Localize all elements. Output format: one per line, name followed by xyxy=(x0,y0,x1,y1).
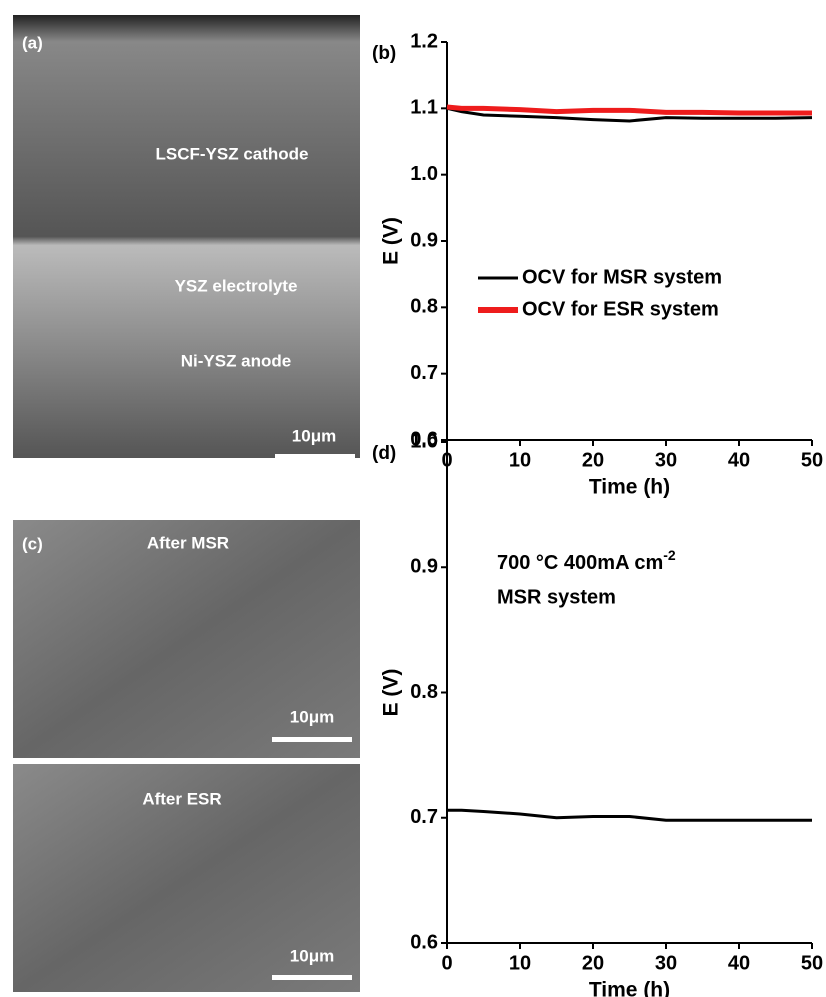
layer-label: LSCF-YSZ cathode xyxy=(155,144,308,163)
y-tick-label: 1.2 xyxy=(410,30,438,52)
panel-label: (c) xyxy=(22,534,43,553)
y-axis-title: E (V) xyxy=(380,669,403,717)
annotation-sup: -2 xyxy=(663,547,676,563)
y-tick-label: 0.7 xyxy=(410,362,438,384)
x-tick-label: 40 xyxy=(728,952,750,974)
x-tick-label: 30 xyxy=(655,952,677,974)
y-tick-label: 1.1 xyxy=(410,97,438,119)
y-tick-label: 1.0 xyxy=(410,430,438,452)
micrograph-a: (a) LSCF-YSZ cathode YSZ electrolyte Ni-… xyxy=(13,15,360,459)
image-label: After ESR xyxy=(142,789,221,808)
x-axis-title: Time (h) xyxy=(589,476,670,499)
y-tick-label: 0.9 xyxy=(410,556,438,578)
legend-label: OCV for MSR system xyxy=(522,266,722,288)
x-tick-label: 20 xyxy=(582,952,604,974)
scale-bar xyxy=(272,737,352,742)
annotation: MSR system xyxy=(497,586,616,608)
x-tick-label: 10 xyxy=(509,449,531,471)
y-tick-label: 0.7 xyxy=(410,806,438,828)
panel-label: (b) xyxy=(372,43,396,64)
panel-label: (d) xyxy=(372,443,396,464)
scale-label: 10μm xyxy=(290,707,334,726)
layer-label: Ni-YSZ anode xyxy=(181,351,292,370)
x-tick-label: 40 xyxy=(728,449,750,471)
x-tick-label: 0 xyxy=(441,952,452,974)
x-tick-label: 30 xyxy=(655,449,677,471)
y-tick-label: 1.0 xyxy=(410,163,438,185)
scale-label: 10μm xyxy=(290,946,334,965)
y-axis-title: E (V) xyxy=(380,217,403,265)
x-tick-label: 50 xyxy=(801,449,823,471)
line-series xyxy=(447,107,812,113)
y-tick-label: 0.8 xyxy=(410,296,438,318)
x-tick-label: 20 xyxy=(582,449,604,471)
image-label: After MSR xyxy=(147,533,229,552)
micrograph-c-bottom: After ESR 10μm xyxy=(13,764,360,992)
scale-bar xyxy=(275,454,355,459)
annotation-text: 700 °C 400mA cm xyxy=(497,552,663,574)
layer-label: YSZ electrolyte xyxy=(175,276,298,295)
y-tick-label: 0.8 xyxy=(410,681,438,703)
x-tick-label: 10 xyxy=(509,952,531,974)
y-tick-label: 0.6 xyxy=(410,931,438,953)
scale-bar xyxy=(272,975,352,980)
y-tick-label: 0.9 xyxy=(410,229,438,251)
scale-label: 10μm xyxy=(292,426,336,445)
x-tick-label: 50 xyxy=(801,952,823,974)
micrograph-c-top: (c) After MSR 10μm xyxy=(13,520,360,758)
panel-label: (a) xyxy=(22,33,43,52)
legend-label: OCV for ESR system xyxy=(522,298,719,320)
line-series xyxy=(447,810,812,820)
sem-image xyxy=(13,15,360,458)
annotation: 700 °C 400mA cm-2 xyxy=(497,547,676,575)
x-axis-title: Time (h) xyxy=(589,979,670,997)
figure: (a) LSCF-YSZ cathode YSZ electrolyte Ni-… xyxy=(0,0,826,997)
